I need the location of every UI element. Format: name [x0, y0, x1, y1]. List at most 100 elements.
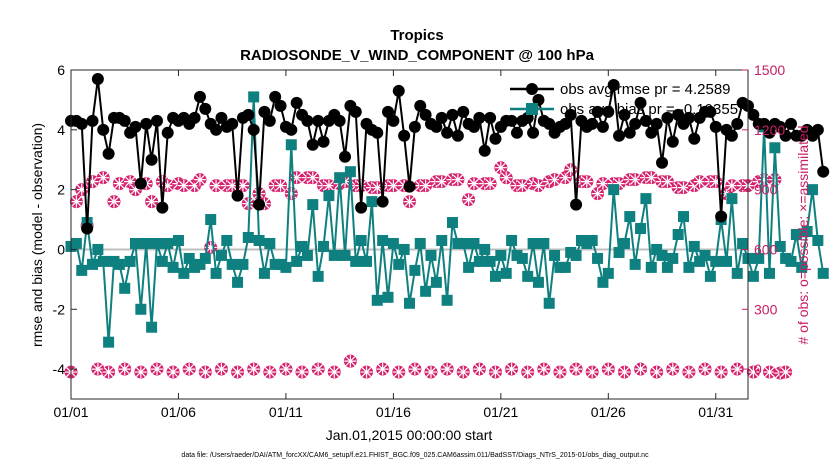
obs-assimilated-point: [521, 366, 534, 379]
rmse-point: [532, 93, 545, 106]
bias-point: [366, 196, 378, 208]
obs-assimilated-point: [242, 197, 255, 210]
rmse-point: [435, 111, 448, 124]
rmse-point: [618, 108, 631, 121]
obs-assimilated-point: [661, 175, 674, 188]
bias-point: [205, 214, 217, 226]
bias-point: [527, 237, 539, 249]
bias-point: [377, 234, 389, 246]
bias-point: [801, 226, 813, 238]
bias-point: [178, 267, 190, 279]
bias-point: [785, 255, 797, 267]
bias-point: [731, 267, 743, 279]
bias-point: [425, 249, 437, 261]
obs-assimilated-point: [279, 363, 292, 376]
bias-point: [457, 237, 469, 249]
obs-assimilated-point: [161, 179, 174, 192]
bias-point: [226, 258, 238, 270]
obs-assimilated-point: [188, 179, 201, 192]
rmse-point: [97, 123, 110, 136]
bias-point: [167, 261, 179, 273]
obs-assimilated-point: [183, 363, 196, 376]
obs-assimilated-point: [97, 171, 110, 184]
bias-point: [516, 252, 528, 264]
bias-point: [221, 234, 233, 246]
obs-assimilated-point: [634, 363, 647, 376]
bias-point: [113, 258, 125, 270]
bias-point: [307, 199, 319, 211]
obs-assimilated-point: [537, 363, 550, 376]
obs-assimilated-point: [629, 173, 642, 186]
x-tick-label: 01/01: [53, 404, 88, 420]
bias-point: [651, 243, 663, 255]
y-tick-label: 6: [57, 62, 65, 78]
rmse-point: [709, 120, 722, 133]
rmse-point: [339, 150, 352, 163]
y-tick-label-right: 0: [754, 361, 762, 377]
bias-point: [232, 276, 244, 288]
series-layer: [64, 72, 830, 380]
bias-point: [210, 267, 222, 279]
rmse-point: [231, 189, 244, 202]
rmse-point: [193, 90, 206, 103]
rmse-point: [134, 177, 147, 190]
rmse-point: [774, 120, 787, 133]
y-tick-label: 4: [57, 122, 65, 138]
obs-assimilated-point: [435, 175, 448, 188]
bias-point: [404, 297, 415, 309]
bias-point: [613, 246, 625, 258]
bias-point: [291, 255, 303, 267]
obs-assimilated-point: [564, 163, 577, 176]
rmse-point: [140, 117, 153, 130]
bias-point: [635, 223, 647, 235]
bias-point: [704, 270, 716, 282]
obs-assimilated-point: [322, 179, 335, 192]
bias-point: [436, 234, 448, 246]
rmse-point: [446, 108, 459, 121]
rmse-point: [505, 114, 518, 127]
rmse-point: [387, 114, 400, 127]
rmse-point: [457, 105, 470, 118]
rmse-point: [666, 135, 679, 148]
y-tick-label-right: 1200: [754, 122, 785, 138]
obs-assimilated-point: [408, 363, 421, 376]
bias-point: [371, 294, 383, 306]
rmse-point: [715, 210, 728, 223]
obs-assimilated-point: [419, 179, 432, 192]
rmse-point: [242, 108, 255, 121]
bias-point: [763, 267, 775, 279]
obs-assimilated-point: [107, 195, 120, 208]
obs-assimilated-point: [602, 363, 615, 376]
bias-point: [312, 270, 324, 282]
bias-point: [323, 190, 335, 202]
rmse-point: [602, 105, 615, 118]
rmse-point: [210, 123, 223, 136]
bias-point: [769, 142, 781, 154]
obs-assimilated-point: [596, 177, 609, 190]
obs-assimilated-point: [494, 161, 507, 174]
bias-point: [694, 255, 706, 267]
legend-label-rmse: obs avg rmse pr = 4.2589: [560, 81, 731, 98]
rmse-point: [258, 105, 271, 118]
bias-point: [629, 258, 641, 270]
obs-assimilated-point: [763, 366, 776, 379]
legend-label-bias: obs avg bias pr = -0.10355: [560, 101, 738, 118]
rmse-point: [371, 126, 384, 139]
y-tick-label: -4: [53, 361, 66, 377]
bias-point: [640, 193, 652, 205]
y-axis-label: rmse and bias (model - observation): [29, 123, 45, 347]
obs-assimilated-point: [699, 363, 712, 376]
bias-point: [264, 237, 276, 249]
bias-point: [430, 276, 442, 288]
bias-point: [500, 267, 512, 279]
rmse-point: [382, 105, 395, 118]
obs-assimilated-point: [666, 363, 679, 376]
rmse-point: [758, 117, 771, 130]
bias-point: [398, 243, 410, 255]
obs-assimilated-point: [344, 355, 357, 368]
rmse-point: [269, 90, 282, 103]
rmse-point: [392, 84, 405, 97]
bias-point: [597, 276, 609, 288]
bias-point: [237, 258, 249, 270]
obs-assimilated-point: [263, 366, 276, 379]
